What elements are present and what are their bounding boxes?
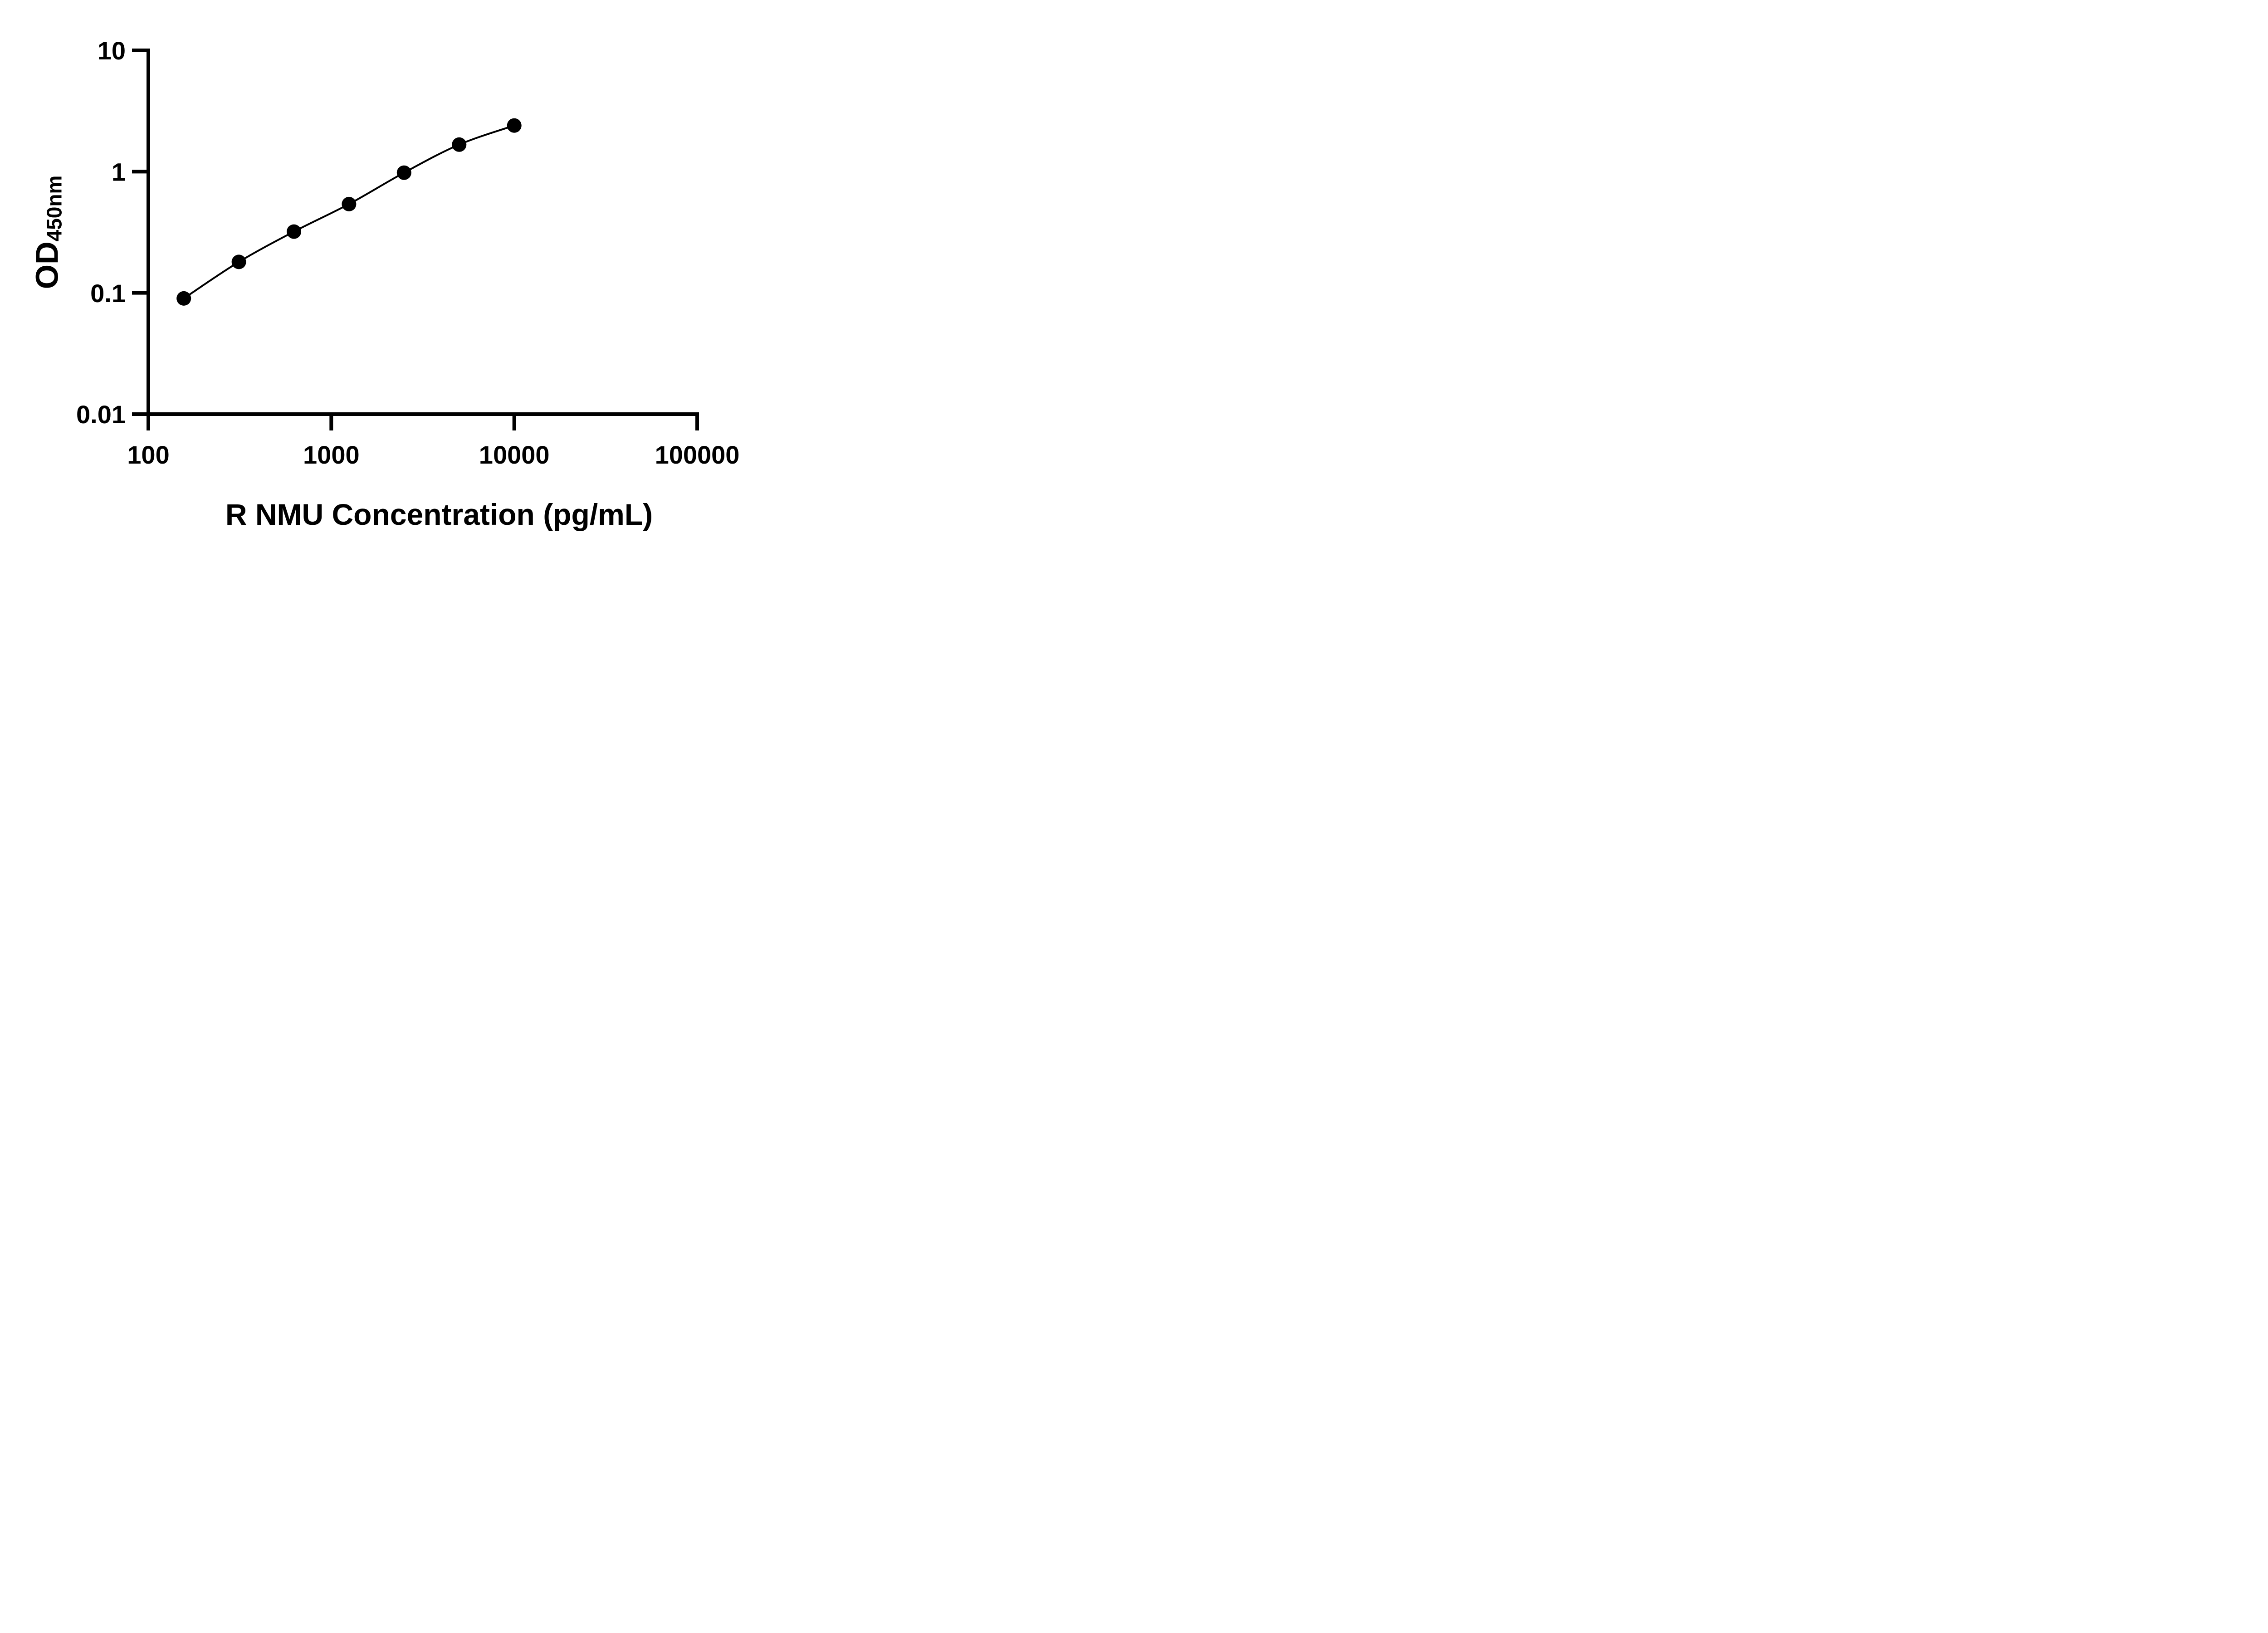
y-tick-label-1: 1 bbox=[112, 157, 126, 186]
y-axis: 0.01 0.1 1 10 bbox=[76, 36, 150, 429]
y-axis-title: OD450nm bbox=[29, 176, 67, 289]
data-point-5000 bbox=[452, 137, 467, 152]
y-axis-title-subscript: 450nm bbox=[42, 175, 66, 242]
y-tick-label-0.1: 0.1 bbox=[90, 279, 126, 308]
data-point-10000 bbox=[507, 118, 522, 133]
y-tick-label-10: 10 bbox=[98, 36, 126, 65]
x-tick-label-100000: 100000 bbox=[655, 440, 740, 469]
data-points bbox=[176, 118, 522, 306]
x-tick-label-100: 100 bbox=[127, 440, 169, 469]
data-point-312.5 bbox=[231, 254, 246, 269]
data-point-625 bbox=[287, 224, 301, 239]
standard-curve-chart: 0.01 0.1 1 10 100 1000 10000 100000 bbox=[76, 36, 740, 469]
x-tick-label-1000: 1000 bbox=[303, 440, 360, 469]
x-axis: 100 1000 10000 100000 bbox=[127, 412, 740, 469]
x-axis-title: R NMU Concentration (pg/mL) bbox=[225, 498, 653, 531]
figure-canvas: 0.01 0.1 1 10 100 1000 10000 100000 R NMU Conc… bbox=[0, 0, 776, 544]
x-tick-label-10000: 10000 bbox=[479, 440, 550, 469]
data-point-156.25 bbox=[176, 291, 191, 306]
fit-curve bbox=[183, 124, 515, 299]
y-axis-title-main: OD bbox=[29, 241, 65, 289]
y-tick-label-0.01: 0.01 bbox=[76, 400, 126, 429]
data-point-1250 bbox=[342, 196, 357, 211]
data-point-2500 bbox=[396, 165, 411, 180]
